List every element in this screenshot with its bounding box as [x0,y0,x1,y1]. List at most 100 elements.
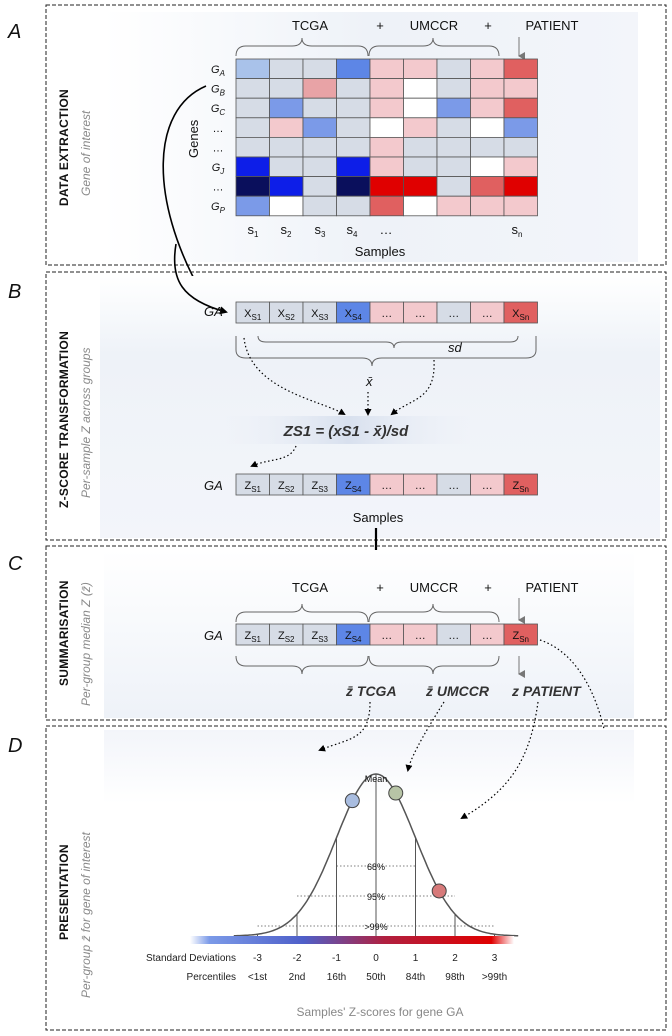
percentile-tick-label: 16th [327,972,346,983]
panel-c-border [45,545,667,721]
z-score-color-axis [190,936,514,944]
x-cell-label: XS3 [311,308,329,322]
heatmap-cell [503,156,538,178]
heatmap-cell [336,78,371,99]
heatmap-cell [369,78,404,99]
sd-row-label: Standard Deviations [146,953,236,964]
z-cell-label: ZSn [512,480,529,494]
heatmap-cell [302,156,337,178]
panel-b-letter: B [8,281,21,303]
heatmap-cell [503,78,538,99]
sd-label: sd [448,340,463,355]
panel-a-letter: A [7,21,21,43]
heatmap-cell [269,78,304,99]
panel-a-border [45,4,667,266]
panel-d-footer: Samples' Z-scores for gene GA [296,1005,463,1019]
header-tcga: TCGA [292,18,328,33]
percentile-tick-label: <1st [248,972,267,983]
gene-row-label: GJ [212,162,226,176]
samples-label-b: Samples [353,510,404,525]
pct-99-label: >99% [364,922,387,932]
heatmap-cell [302,78,337,99]
sd-tick-label: -1 [332,953,341,964]
x-value-row: XS1 XS2 XS3 XS4 … … … … XSn [235,301,538,324]
z-summary-cell-label: ZS1 [244,630,261,644]
panel-c: C SUMMARISATION Per-group median Z (z̄) … [8,545,667,939]
heatmap-cell [436,176,471,197]
z-summary-cell-label: … [448,630,459,642]
arrow-xs1-to-formula [243,337,346,416]
heatmap-cell [403,97,438,119]
header-tcga: TCGA [292,580,328,595]
panel-c-subtitle: Per-group median Z (z̄) [79,582,93,706]
x-cell-label: … [415,308,426,320]
heatmap-cell [470,195,505,217]
gene-row-label: … [213,142,224,154]
heatmap-cell [403,176,438,197]
z-summary-cell-label: ZS3 [311,630,328,644]
heatmap-cell [369,136,404,158]
brace-tcga-bottom [235,655,369,675]
percentile-row-label: Percentiles [187,972,236,983]
sd-tick-label: -3 [253,953,262,964]
z-cell-label: ZS3 [311,480,328,494]
marker-patient [431,883,447,899]
header-patient: PATIENT [526,18,579,33]
header-patient: PATIENT [526,580,579,595]
gene-label-b-z: GA [204,478,223,493]
panel-d: D PRESENTATION Per-group z̄ for gene of … [8,701,667,1031]
heatmap-cell [369,97,404,119]
z-value-row: ZS1 ZS2 ZS3 ZS4 … … … … ZSn [235,473,538,496]
x-cell-label: … [448,308,459,320]
heatmap-cell [369,156,404,178]
heatmap-cell [235,117,270,138]
heatmap-cell [503,176,538,197]
sd-tick-label: 2 [452,953,458,964]
heatmap-cell [336,97,371,119]
pct-95-label: 95% [367,892,385,902]
z-cell-label: … [482,480,493,492]
sd-tick-label: -2 [293,953,302,964]
pct-68-label: 68% [367,862,385,872]
heatmap-cell [436,97,471,119]
z-cell-label: ZS4 [345,480,362,494]
panel-c-title: SUMMARISATION [57,580,71,686]
gene-label-b: GA [204,304,223,319]
heatmap-cell [503,117,538,138]
panel-a: A DATA EXTRACTION Gene of interest TCGA … [7,4,667,320]
axis-labels: -3 -2 -1 0 1 2 3 <1st 2nd 16th 50th 84th 98th >99th [248,953,507,983]
normal-distribution-curve [233,773,519,937]
xbar-label: x̄ [365,374,373,389]
x-cell-label: XS1 [244,308,262,322]
heatmap-cell [336,117,371,138]
z-cell [503,473,538,496]
heatmap-cell [403,58,438,80]
percentile-tick-label: >99th [482,972,507,983]
samples-label: Samples [355,244,406,259]
heatmap-cell [369,117,404,138]
heatmap-cell [235,176,270,197]
z-summary-cell-label: ZS4 [345,630,362,644]
panel-d-subtitle: Per-group z̄ for gene of interest [79,831,93,998]
heatmap-cell [503,97,538,119]
heatmap-cell [470,156,505,178]
heatmap-cell [302,136,337,158]
heatmap-cell [503,58,538,80]
x-cell-label: … [381,308,392,320]
heatmap-cell [336,156,371,178]
heatmap-cell [403,136,438,158]
heatmap-cell [269,97,304,119]
panel-d-letter: D [8,735,22,757]
z-cell-label: … [448,480,459,492]
sample-col-label: s4 [347,222,359,239]
percentile-tick-label: 2nd [289,972,306,983]
header-plus: + [484,580,492,595]
heatmap-cell [503,195,538,217]
heatmap-cell [403,78,438,99]
header-umccr: UMCCR [410,18,458,33]
gene-label-c: GA [204,628,223,643]
panel-b-subtitle: Per-sample Z across groups [79,347,93,498]
sample-col-label: s2 [281,222,293,239]
z-cell-label: ZS2 [278,480,295,494]
x-cell [503,301,538,324]
